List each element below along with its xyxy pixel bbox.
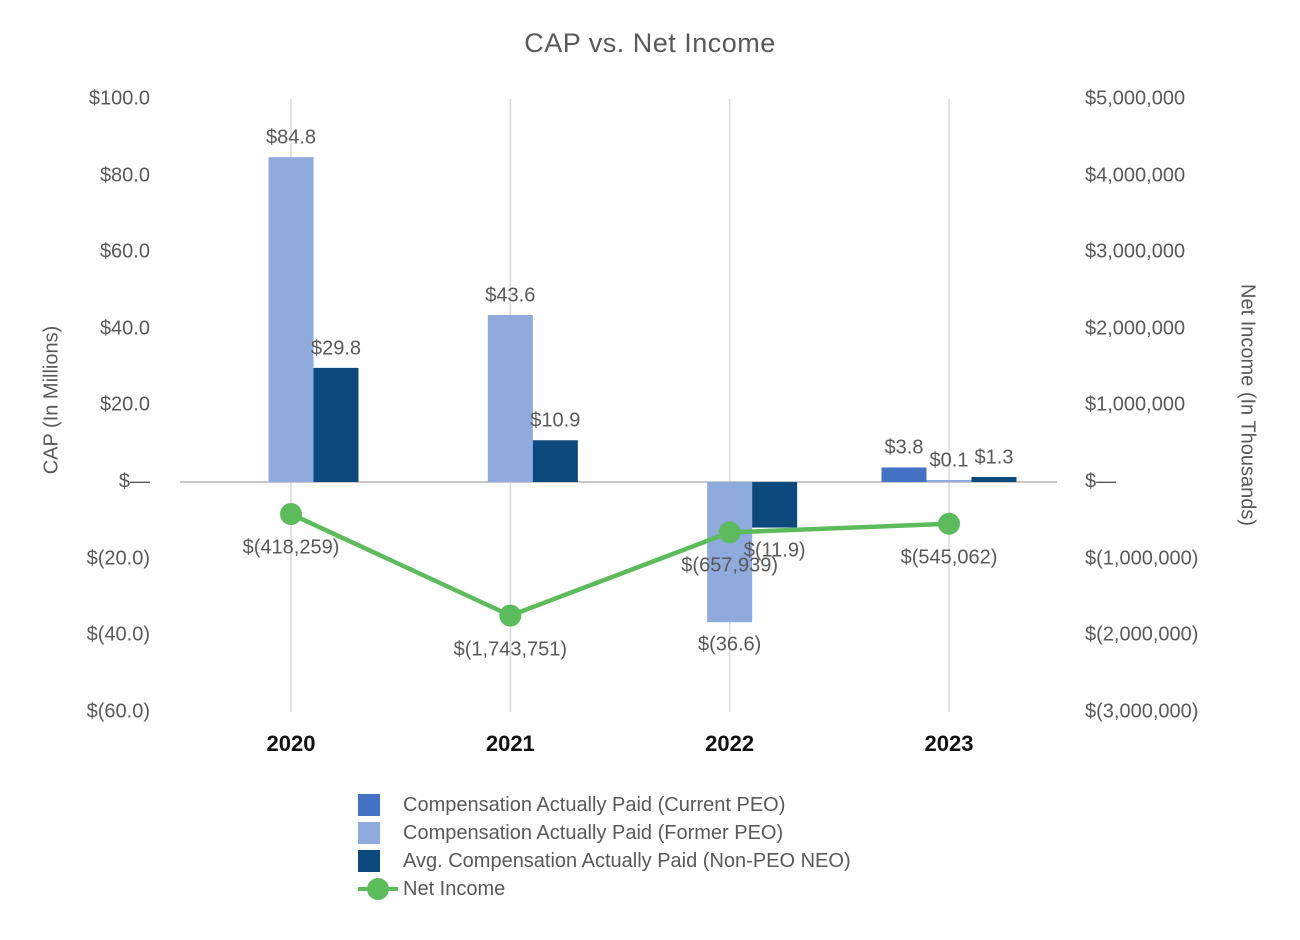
- bar: [313, 367, 359, 482]
- bar: [532, 440, 578, 482]
- left-axis-tick: $80.0: [99, 164, 150, 187]
- right-axis-tick: $5,000,000: [1085, 87, 1186, 110]
- bar-value-label: $(11.9): [743, 539, 806, 562]
- right-axis-tick: $4,000,000: [1085, 164, 1186, 187]
- left-axis-tick: $100.0: [88, 87, 150, 110]
- x-axis-label: 2021: [485, 731, 535, 756]
- right-axis-tick: $2,000,000: [1085, 317, 1186, 340]
- bar: [268, 157, 314, 482]
- line-value-label: $(545,062): [900, 546, 998, 569]
- legend-label-former-peo: Compensation Actually Paid (Former PEO): [403, 821, 784, 844]
- right-axis-title: Net Income (In Thousands): [1236, 284, 1259, 526]
- net-income-marker: [718, 521, 741, 544]
- legend-item-net-income: Net Income: [358, 875, 851, 903]
- legend-swatch-former-peo: [358, 819, 403, 847]
- bar: [487, 315, 533, 482]
- bar: [881, 467, 927, 482]
- right-axis-tick: $(3,000,000): [1085, 700, 1199, 723]
- left-axis-tick: $60.0: [99, 240, 150, 263]
- line-value-label: $(657,939): [681, 554, 779, 577]
- legend-swatch-non-peo-neo: [358, 847, 403, 875]
- bar-value-label: $43.6: [485, 284, 536, 307]
- bar-value-label: $(36.6): [697, 633, 762, 656]
- legend: Compensation Actually Paid (Current PEO)…: [358, 791, 851, 903]
- net-income-line: [290, 511, 950, 619]
- legend-net-income-glyph: [358, 875, 403, 903]
- legend-item-current-peo: Compensation Actually Paid (Current PEO): [358, 791, 851, 819]
- left-axis-tick: $(20.0): [86, 547, 150, 570]
- x-axis-label: 2020: [266, 731, 316, 756]
- right-axis-tick: $—: [1085, 470, 1117, 493]
- x-axis-label: 2023: [924, 731, 974, 756]
- line-value-label: $(1,743,751): [453, 638, 568, 661]
- bar-value-label: $3.8: [884, 436, 924, 459]
- legend-item-non-peo-neo: Avg. Compensation Actually Paid (Non-PEO…: [358, 847, 851, 875]
- left-axis-tick: $(60.0): [86, 700, 150, 723]
- bar: [707, 482, 753, 623]
- net-income-marker: [499, 604, 522, 627]
- right-axis-tick: $3,000,000: [1085, 240, 1186, 263]
- bar-value-label: $10.9: [530, 409, 581, 432]
- net-income-marker: [280, 503, 302, 526]
- legend-label-current-peo: Compensation Actually Paid (Current PEO): [403, 793, 786, 816]
- legend-item-former-peo: Compensation Actually Paid (Former PEO): [358, 819, 851, 847]
- bar-value-label: $1.3: [974, 446, 1014, 469]
- bar: [971, 477, 1017, 482]
- bar-value-label: $84.8: [265, 126, 317, 149]
- bar: [752, 482, 798, 528]
- left-axis-tick: $(40.0): [86, 623, 150, 646]
- bar: [926, 480, 972, 482]
- legend-label-net-income: Net Income: [403, 877, 506, 900]
- legend-label-non-peo-neo: Avg. Compensation Actually Paid (Non-PEO…: [403, 849, 851, 872]
- legend-swatch-current-peo: [358, 791, 403, 819]
- left-axis-tick: $—: [118, 470, 150, 493]
- bar-value-label: $29.8: [310, 337, 362, 360]
- left-axis-tick: $40.0: [99, 317, 150, 340]
- right-axis-tick: $(2,000,000): [1085, 623, 1199, 646]
- bar-value-label: $0.1: [929, 449, 969, 472]
- right-axis-tick: $1,000,000: [1085, 393, 1186, 416]
- net-income-marker: [937, 512, 960, 535]
- line-value-label: $(418,259): [242, 536, 340, 559]
- right-axis-tick: $(1,000,000): [1085, 547, 1199, 570]
- left-axis-title: CAP (In Millions): [40, 325, 63, 475]
- left-axis-tick: $20.0: [99, 393, 150, 416]
- x-axis-label: 2022: [705, 731, 755, 756]
- chart-title: CAP vs. Net Income: [524, 28, 776, 58]
